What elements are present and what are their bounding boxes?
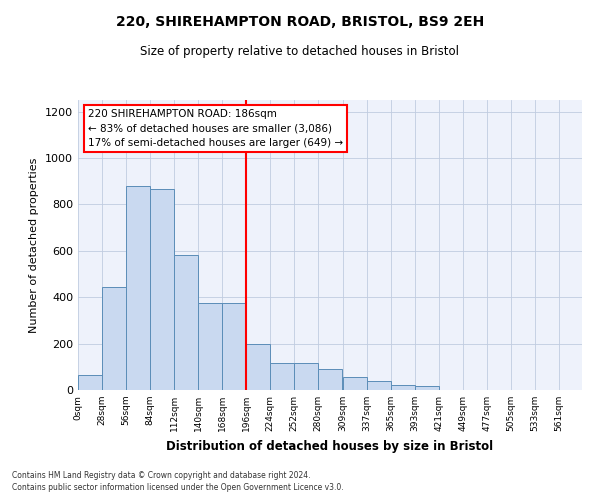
Text: Size of property relative to detached houses in Bristol: Size of property relative to detached ho… (140, 45, 460, 58)
Text: Contains public sector information licensed under the Open Government Licence v3: Contains public sector information licen… (12, 484, 344, 492)
Text: 220 SHIREHAMPTON ROAD: 186sqm
← 83% of detached houses are smaller (3,086)
17% o: 220 SHIREHAMPTON ROAD: 186sqm ← 83% of d… (88, 108, 343, 148)
Bar (78, 375, 102, 390)
Bar (415, 386, 439, 390)
Bar (150, 190, 174, 390)
Bar (391, 386, 415, 390)
Y-axis label: Number of detached properties: Number of detached properties (29, 158, 40, 332)
Bar (174, 256, 198, 390)
Bar (367, 380, 391, 390)
Bar (318, 369, 342, 390)
Bar (126, 186, 150, 390)
Text: 220, SHIREHAMPTON ROAD, BRISTOL, BS9 2EH: 220, SHIREHAMPTON ROAD, BRISTOL, BS9 2EH (116, 15, 484, 29)
Bar (222, 303, 246, 390)
Bar (102, 287, 126, 390)
Bar (246, 344, 270, 390)
Bar (343, 377, 367, 390)
Text: Contains HM Land Registry data © Crown copyright and database right 2024.: Contains HM Land Registry data © Crown c… (12, 471, 311, 480)
Bar (198, 303, 222, 390)
X-axis label: Distribution of detached houses by size in Bristol: Distribution of detached houses by size … (166, 440, 494, 452)
Bar (294, 364, 318, 390)
Bar (270, 364, 294, 390)
